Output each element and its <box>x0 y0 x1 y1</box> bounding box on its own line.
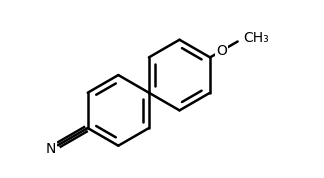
Text: N: N <box>46 142 56 156</box>
Text: O: O <box>216 44 227 58</box>
Text: CH₃: CH₃ <box>243 31 269 45</box>
